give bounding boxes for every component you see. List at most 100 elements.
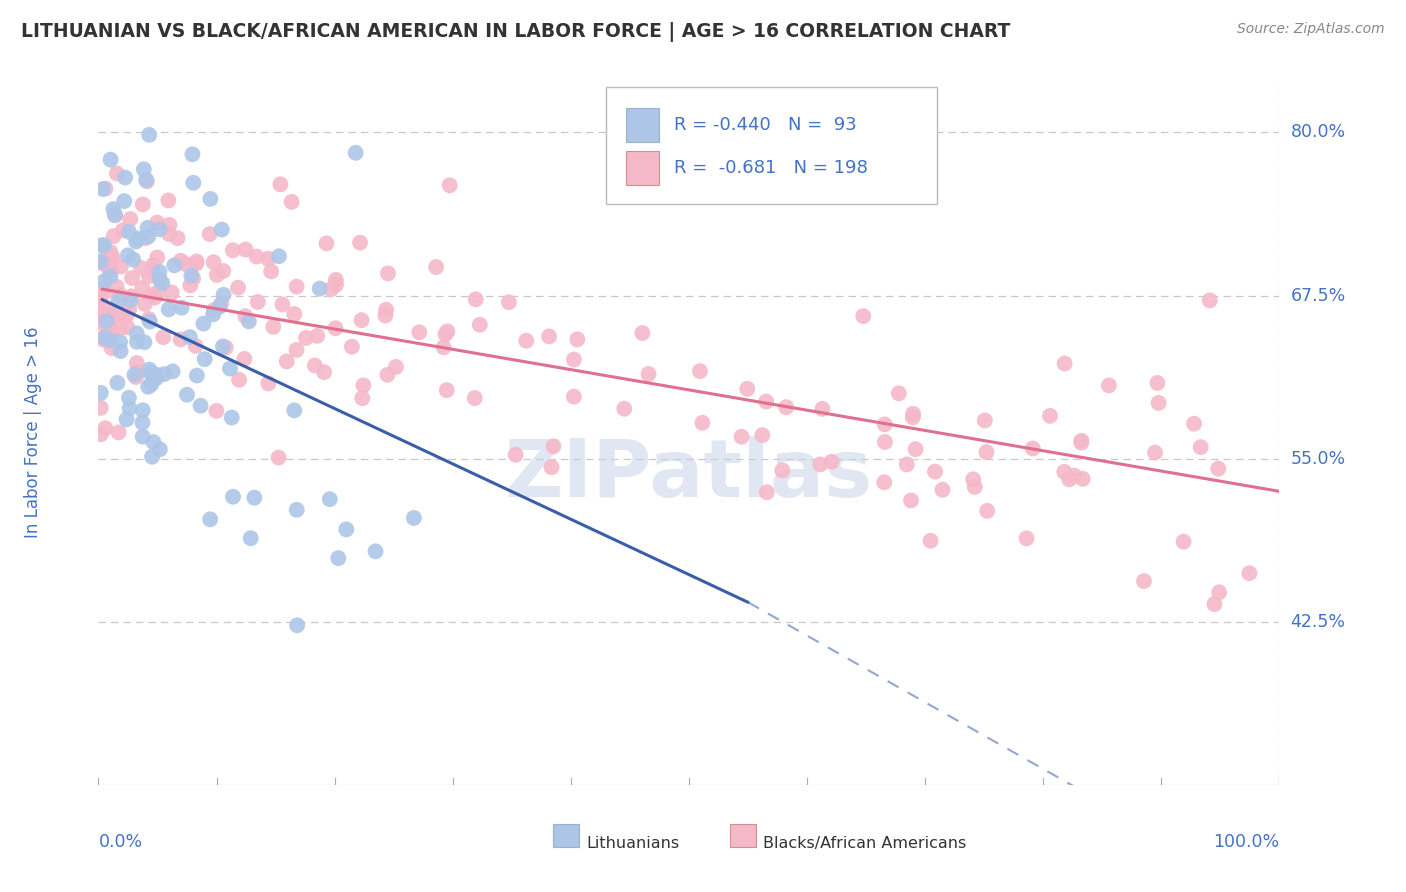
Point bbox=[228, 373, 250, 387]
Point bbox=[162, 364, 184, 378]
Point bbox=[1022, 442, 1045, 456]
Point bbox=[439, 178, 461, 193]
Point bbox=[101, 325, 124, 339]
Point bbox=[200, 192, 222, 206]
Point bbox=[108, 308, 131, 322]
Point bbox=[90, 254, 112, 268]
Point bbox=[91, 331, 114, 345]
Point bbox=[141, 264, 163, 278]
Point bbox=[538, 329, 561, 343]
Point bbox=[131, 281, 153, 295]
Point bbox=[163, 258, 186, 272]
Point bbox=[186, 254, 208, 268]
Point bbox=[183, 176, 205, 190]
Point bbox=[221, 410, 243, 425]
Point bbox=[212, 339, 235, 353]
Point bbox=[98, 321, 121, 335]
Point bbox=[170, 301, 193, 315]
Point bbox=[143, 291, 166, 305]
Point bbox=[562, 352, 585, 367]
Point bbox=[377, 368, 399, 382]
Point bbox=[340, 340, 363, 354]
Point bbox=[328, 551, 350, 566]
Text: ZIPatlas: ZIPatlas bbox=[505, 436, 873, 514]
Point bbox=[181, 147, 204, 161]
Point bbox=[90, 291, 112, 305]
Point bbox=[434, 327, 457, 342]
Point bbox=[157, 194, 180, 208]
Point bbox=[132, 403, 155, 417]
Point bbox=[689, 364, 711, 378]
Text: R = -0.440   N =  93: R = -0.440 N = 93 bbox=[673, 116, 856, 134]
Point bbox=[96, 249, 118, 263]
Point bbox=[887, 386, 910, 401]
Point bbox=[1015, 532, 1038, 546]
Point bbox=[344, 145, 367, 160]
Point bbox=[138, 269, 160, 284]
Point bbox=[314, 365, 336, 379]
Point bbox=[103, 229, 125, 244]
Point bbox=[308, 282, 330, 296]
Point bbox=[325, 277, 347, 292]
Point bbox=[103, 202, 125, 216]
Point bbox=[174, 257, 197, 271]
Point bbox=[352, 391, 374, 405]
Point bbox=[186, 368, 208, 383]
Point bbox=[209, 296, 232, 310]
Point bbox=[425, 260, 447, 274]
Point bbox=[110, 260, 132, 274]
Point bbox=[631, 326, 654, 340]
Point bbox=[110, 344, 132, 359]
Point bbox=[108, 335, 131, 350]
Point bbox=[1071, 472, 1094, 486]
Point bbox=[136, 220, 159, 235]
Point bbox=[149, 222, 172, 236]
Point bbox=[1053, 465, 1076, 479]
Point bbox=[283, 307, 305, 321]
Point bbox=[125, 326, 148, 341]
Point bbox=[1189, 440, 1212, 454]
Point bbox=[1070, 435, 1092, 450]
Point bbox=[271, 297, 294, 311]
Point bbox=[120, 212, 142, 227]
Point bbox=[1173, 534, 1195, 549]
Text: 67.5%: 67.5% bbox=[1291, 286, 1346, 304]
Point bbox=[433, 340, 456, 354]
Point bbox=[100, 153, 122, 167]
Point bbox=[1204, 597, 1226, 611]
Point bbox=[205, 404, 228, 418]
Point bbox=[94, 330, 117, 344]
Point bbox=[100, 306, 122, 320]
Point bbox=[148, 265, 170, 279]
Point bbox=[97, 260, 120, 275]
Point bbox=[142, 435, 165, 450]
Point bbox=[100, 252, 122, 267]
Point bbox=[211, 222, 233, 236]
Point bbox=[1146, 376, 1168, 390]
Point bbox=[973, 413, 995, 427]
Point bbox=[1039, 409, 1062, 423]
Point bbox=[94, 285, 117, 299]
Point bbox=[125, 235, 148, 249]
Point bbox=[540, 460, 562, 475]
Point bbox=[91, 316, 114, 330]
Point bbox=[184, 339, 207, 353]
Point bbox=[374, 309, 396, 323]
Point bbox=[141, 450, 163, 464]
Point bbox=[820, 455, 842, 469]
Point bbox=[202, 255, 225, 269]
Point bbox=[149, 442, 172, 457]
Point bbox=[208, 300, 231, 314]
Point bbox=[755, 485, 778, 500]
Point bbox=[1182, 417, 1205, 431]
Text: 0.0%: 0.0% bbox=[98, 833, 142, 851]
Point bbox=[567, 332, 589, 346]
Point bbox=[900, 493, 922, 508]
Point bbox=[896, 458, 918, 472]
Point bbox=[562, 390, 585, 404]
Point bbox=[120, 293, 142, 307]
Point bbox=[377, 266, 399, 280]
Point bbox=[121, 271, 143, 285]
Point bbox=[141, 377, 163, 392]
Point bbox=[751, 428, 773, 442]
